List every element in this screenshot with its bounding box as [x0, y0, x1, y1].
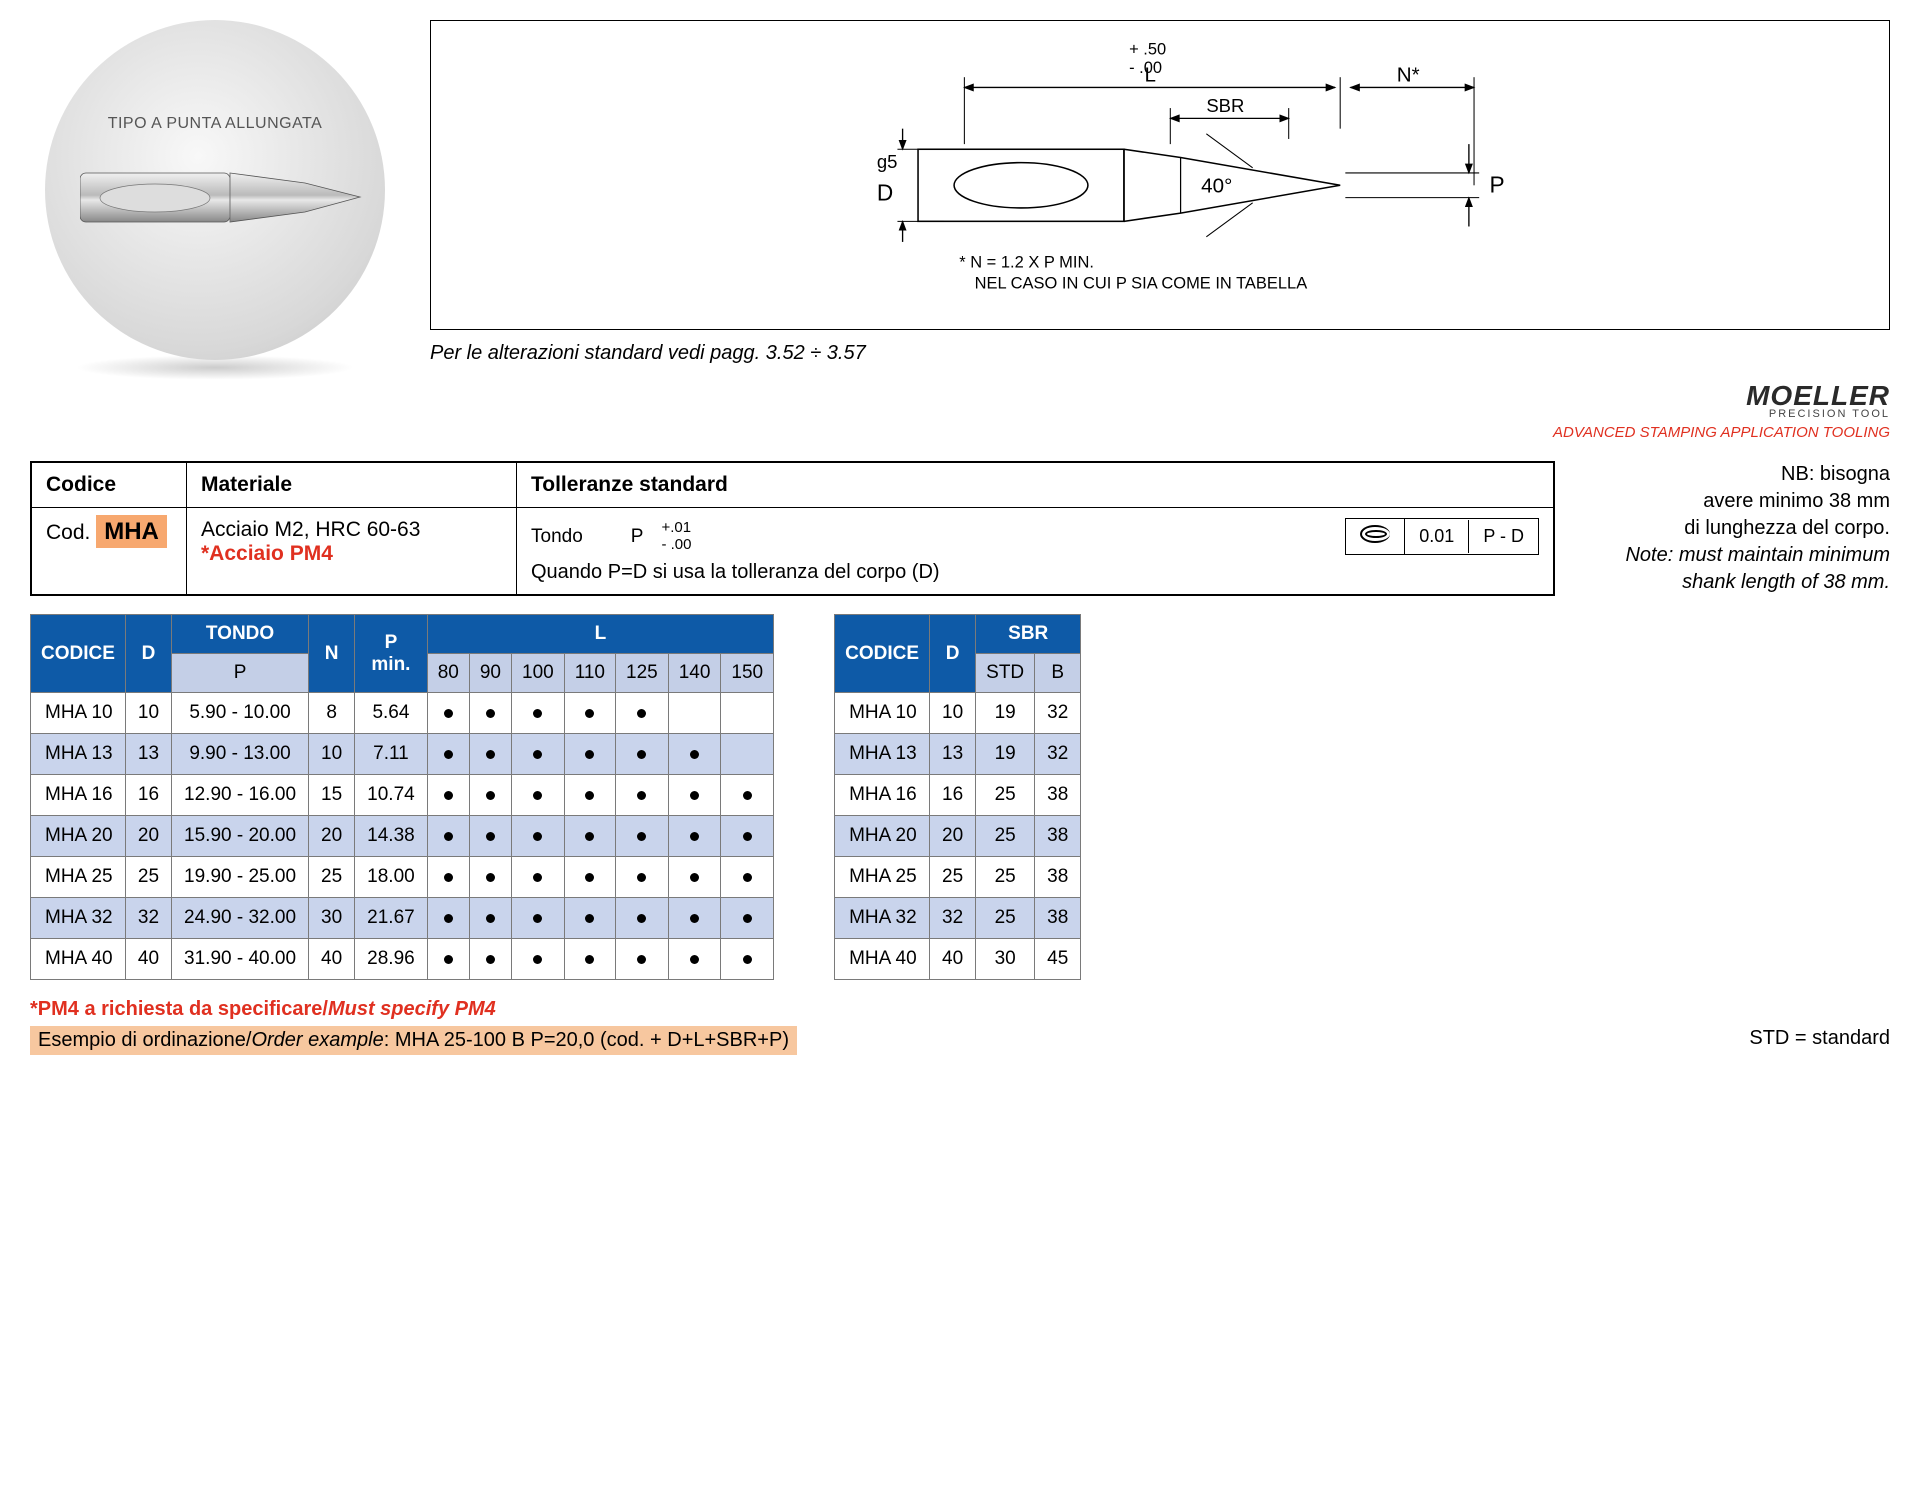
- table-row: MHA 32322538: [835, 898, 1081, 939]
- table-row: MHA 202015.90 - 20.002014.38: [31, 816, 774, 857]
- tool-illustration: [80, 165, 365, 230]
- pm4-footnote: *PM4 a richiesta da specificare/Must spe…: [30, 998, 1890, 1021]
- svg-text:g5: g5: [877, 151, 898, 172]
- svg-text:L: L: [1145, 63, 1156, 86]
- svg-text:NEL CASO IN CUI P SIA COME IN: NEL CASO IN CUI P SIA COME IN TABELLA: [975, 274, 1308, 292]
- table-row: MHA 161612.90 - 16.001510.74: [31, 775, 774, 816]
- spec-table: Codice Materiale Tolleranze standard Cod…: [30, 461, 1555, 596]
- svg-text:* N = 1.2 X P MIN.: * N = 1.2 X P MIN.: [959, 254, 1094, 272]
- table-row: MHA 40403045: [835, 939, 1081, 980]
- code-badge: MHA: [96, 515, 167, 548]
- table-row: MHA 10105.90 - 10.0085.64: [31, 693, 774, 734]
- technical-diagram: + .50 - .00 L N* SBR: [430, 20, 1890, 330]
- shank-note: NB: bisogna avere minimo 38 mm di lunghe…: [1580, 461, 1890, 596]
- concentricity-icon: [1360, 525, 1390, 543]
- table-row: MHA 16162538: [835, 775, 1081, 816]
- svg-text:40°: 40°: [1201, 175, 1232, 198]
- main-data-table: CODICE D TONDO N P min. L P 809010011012…: [30, 614, 774, 980]
- order-example: Esempio di ordinazione/Order example: MH…: [30, 1026, 797, 1055]
- table-row: MHA 13131932: [835, 734, 1081, 775]
- table-row: MHA 252519.90 - 25.002518.00: [31, 857, 774, 898]
- table-row: MHA 323224.90 - 32.003021.67: [31, 898, 774, 939]
- product-type-label: TIPO A PUNTA ALLUNGATA: [45, 115, 385, 133]
- svg-text:N*: N*: [1397, 63, 1420, 86]
- table-row: MHA 13139.90 - 13.00107.11: [31, 734, 774, 775]
- svg-text:D: D: [877, 180, 893, 206]
- table-row: MHA 10101932: [835, 693, 1081, 734]
- brand-logo: MOELLER PRECISION TOOL ADVANCED STAMPING…: [430, 380, 1890, 441]
- table-row: MHA 20202538: [835, 816, 1081, 857]
- table-row: MHA 404031.90 - 40.004028.96: [31, 939, 774, 980]
- svg-text:SBR: SBR: [1206, 95, 1244, 116]
- sbr-data-table: CODICE D SBR STD B MHA 10101932MHA 13131…: [834, 614, 1081, 980]
- svg-text:+ .50: + .50: [1129, 41, 1166, 59]
- product-render: TIPO A PUNTA ALLUNGATA: [30, 20, 400, 441]
- tolerance-symbol: 0.01 P - D: [1345, 518, 1539, 555]
- svg-text:P: P: [1489, 172, 1504, 198]
- table-row: MHA 25252538: [835, 857, 1081, 898]
- diagram-caption: Per le alterazioni standard vedi pagg. 3…: [430, 342, 1890, 365]
